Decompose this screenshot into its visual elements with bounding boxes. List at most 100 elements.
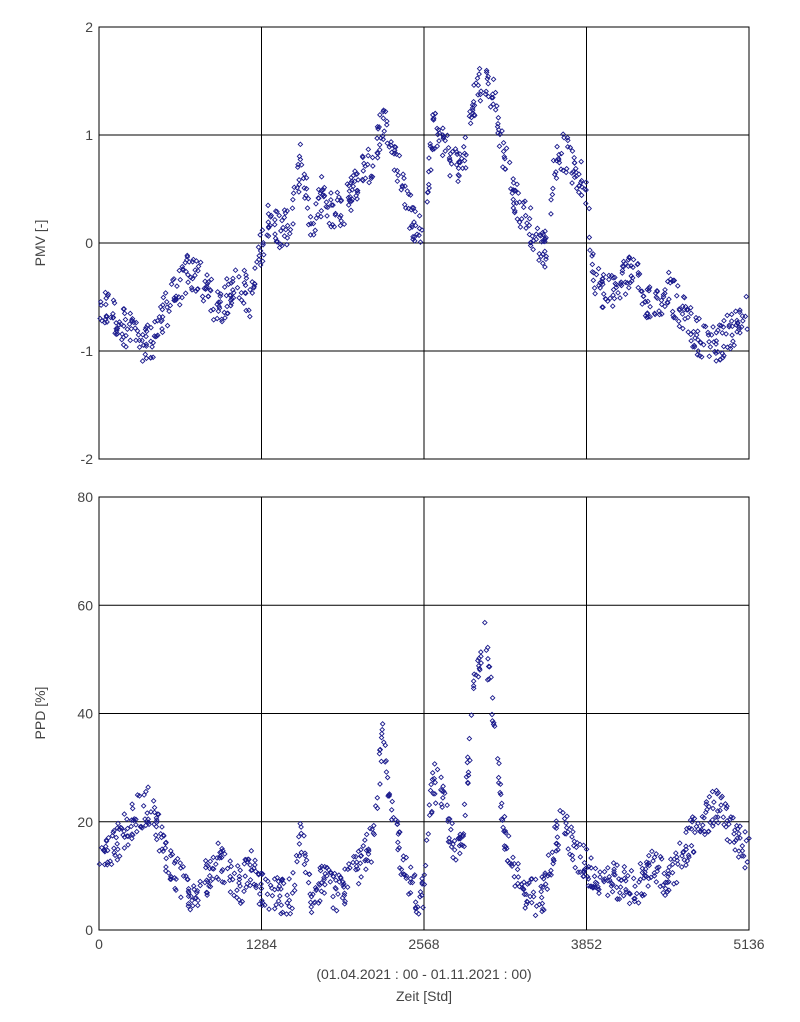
- data-point: [683, 862, 689, 868]
- data-point: [446, 816, 453, 822]
- data-point: [302, 852, 309, 859]
- data-point: [380, 136, 387, 143]
- data-point: [222, 315, 228, 321]
- data-point: [470, 685, 477, 692]
- data-point: [569, 180, 575, 186]
- data-point: [388, 807, 395, 813]
- data-point: [653, 851, 660, 857]
- data-point: [321, 193, 327, 200]
- data-point: [608, 883, 615, 889]
- data-point: [732, 308, 739, 315]
- data-point: [609, 303, 616, 309]
- data-point: [154, 811, 161, 817]
- data-point: [407, 890, 414, 896]
- data-point: [187, 906, 194, 913]
- data-point: [626, 255, 633, 261]
- data-point: [632, 883, 638, 890]
- data-point: [477, 97, 484, 104]
- data-point: [581, 868, 587, 874]
- y-tick-label: 2: [85, 19, 93, 35]
- data-point: [515, 190, 522, 196]
- data-point: [354, 187, 360, 194]
- data-point: [713, 338, 720, 344]
- data-point: [621, 875, 628, 882]
- data-point: [398, 866, 405, 873]
- data-point: [365, 146, 372, 153]
- data-point: [229, 278, 236, 285]
- data-point: [533, 903, 540, 909]
- data-point: [593, 271, 600, 278]
- data-point: [221, 851, 228, 857]
- data-point: [214, 874, 220, 881]
- data-point: [645, 860, 652, 866]
- data-point: [266, 906, 272, 912]
- data-point: [687, 304, 694, 311]
- data-point: [289, 890, 296, 896]
- data-point: [523, 225, 529, 231]
- data-point: [185, 279, 191, 286]
- data-point: [425, 168, 432, 175]
- data-point: [214, 289, 221, 295]
- data-point: [98, 317, 105, 324]
- data-point: [542, 228, 548, 235]
- data-point: [357, 846, 364, 853]
- data-point: [174, 283, 180, 289]
- data-point: [539, 260, 546, 267]
- data-point: [573, 185, 580, 192]
- data-point: [434, 766, 441, 773]
- data-point: [478, 660, 484, 666]
- data-point: [407, 864, 414, 871]
- data-point: [184, 254, 191, 260]
- data-point: [715, 819, 722, 826]
- data-point: [451, 847, 458, 853]
- data-point: [328, 870, 335, 876]
- data-point: [147, 338, 154, 345]
- data-point: [482, 91, 489, 97]
- data-point: [484, 644, 491, 651]
- data-point: [633, 890, 640, 897]
- data-point: [135, 332, 142, 338]
- data-point: [706, 793, 713, 800]
- data-point: [163, 299, 170, 305]
- data-point: [101, 861, 108, 868]
- data-point: [139, 337, 145, 344]
- data-point: [597, 869, 603, 875]
- data-point: [185, 271, 191, 278]
- data-point: [284, 892, 291, 899]
- data-point: [149, 344, 155, 350]
- data-point: [214, 315, 220, 322]
- data-point: [569, 834, 575, 840]
- data-point: [440, 134, 447, 140]
- data-point: [184, 876, 191, 883]
- data-point: [662, 303, 668, 310]
- data-point: [672, 315, 679, 321]
- data-point: [710, 324, 716, 330]
- data-point: [297, 820, 304, 827]
- data-point: [613, 281, 620, 288]
- data-point: [698, 354, 705, 360]
- data-point: [153, 333, 160, 339]
- data-point: [133, 816, 139, 823]
- data-point: [453, 857, 459, 863]
- data-point: [724, 344, 731, 351]
- ppd-gridlines: [99, 497, 749, 930]
- data-point: [734, 317, 740, 324]
- data-point: [162, 868, 169, 874]
- data-point: [568, 824, 575, 831]
- data-point: [310, 231, 317, 238]
- data-point: [205, 293, 211, 300]
- data-point: [133, 319, 140, 326]
- data-point: [646, 852, 652, 859]
- data-point: [591, 873, 598, 880]
- data-point: [133, 828, 140, 835]
- data-point: [563, 820, 569, 826]
- data-point: [516, 219, 523, 225]
- data-point: [274, 208, 280, 215]
- data-point: [410, 204, 417, 211]
- data-point: [103, 313, 110, 319]
- data-point: [543, 253, 550, 260]
- data-point: [312, 884, 319, 891]
- data-point: [646, 862, 653, 869]
- data-point: [383, 769, 390, 775]
- data-point: [305, 195, 312, 202]
